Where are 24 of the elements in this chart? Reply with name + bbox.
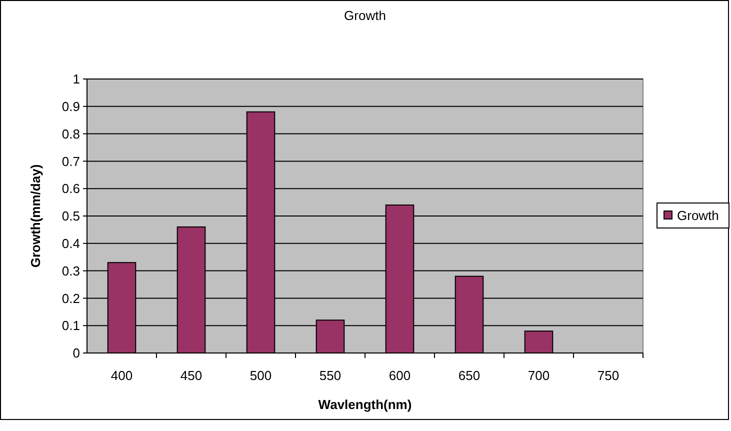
y-tick-label: 0.4 <box>62 236 80 251</box>
y-tick-label: 0.5 <box>62 208 80 224</box>
y-tick-label: 0.2 <box>62 290 80 306</box>
y-tick-label: 0.8 <box>62 126 80 142</box>
x-tick-label: 750 <box>597 368 620 383</box>
x-axis-title: Wavlength(nm) <box>318 397 412 412</box>
y-tick-label: 0.7 <box>62 154 80 169</box>
y-tick-label: 0.9 <box>62 98 80 114</box>
x-tick-label: 550 <box>319 368 342 383</box>
x-tick-label: 500 <box>250 368 272 383</box>
y-tick-label: 1 <box>72 72 80 87</box>
y-tick-label: 0.6 <box>62 181 80 196</box>
y-tick-label: 0.3 <box>62 263 80 278</box>
y-axis-title: Growth(mm/day) <box>28 164 43 268</box>
chart-title: Growth <box>344 8 386 23</box>
x-tick-label: 700 <box>528 368 550 383</box>
x-tick-label: 450 <box>180 368 202 383</box>
y-tick-label: 0.1 <box>62 318 80 334</box>
y-tick-label: 0 <box>72 346 80 361</box>
bar <box>524 330 554 354</box>
x-tick-label: 400 <box>110 368 133 383</box>
x-tick-label: 600 <box>388 368 411 383</box>
x-tick-label: 650 <box>458 368 480 383</box>
legend-label: Growth <box>677 208 719 223</box>
